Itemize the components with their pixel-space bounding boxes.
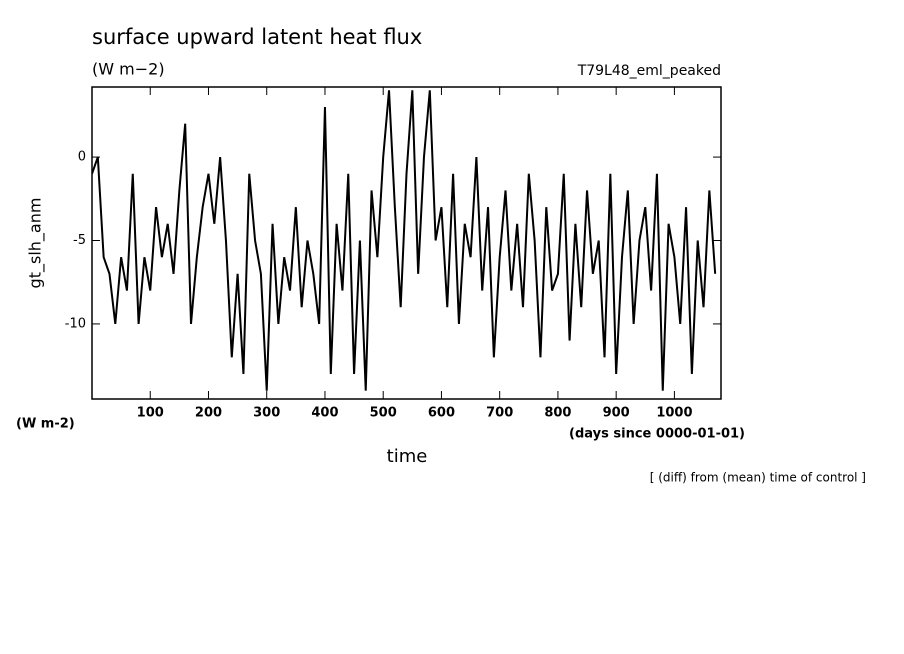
x-tick-label: 400 [311, 406, 338, 421]
y-tick-label: -5 [73, 233, 86, 248]
x-tick-label: 900 [603, 406, 630, 421]
x-tick-label: 200 [195, 406, 222, 421]
y-tick-label: 0 [78, 150, 86, 165]
y-tick-label: -10 [65, 316, 86, 331]
x-tick-label: 300 [253, 406, 280, 421]
y-units: (W m-2) [16, 417, 75, 432]
x-tick-label: 1000 [656, 406, 692, 421]
annotation: T79L48_eml_peaked [577, 63, 721, 79]
chart-title: surface upward latent heat flux [92, 25, 422, 49]
x-axis-label: time [387, 446, 428, 467]
plot-frame [91, 86, 722, 400]
x-tick-label: 700 [486, 406, 513, 421]
y-axis-label: gt_slh_anm [26, 198, 46, 289]
x-tick-label: 100 [137, 406, 164, 421]
data-line [92, 90, 717, 391]
subtitle: (W m−2) [92, 60, 165, 79]
x-units: (days since 0000-01-01) [569, 427, 745, 442]
x-tick-label: 800 [544, 406, 571, 421]
x-tick-label: 600 [428, 406, 455, 421]
footnote: [ (diff) from (mean) time of control ] [650, 471, 866, 485]
x-tick-label: 500 [370, 406, 397, 421]
